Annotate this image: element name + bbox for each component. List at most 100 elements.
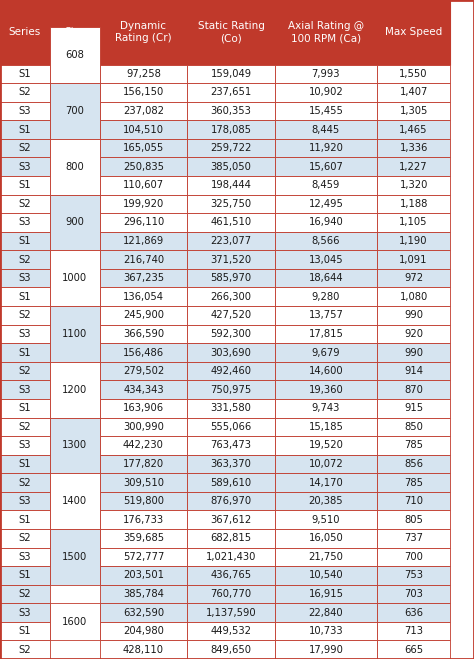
Text: 914: 914	[404, 366, 423, 376]
Text: 572,777: 572,777	[123, 552, 164, 562]
Text: 1,080: 1,080	[400, 292, 428, 302]
Text: 21,750: 21,750	[309, 552, 343, 562]
Text: 1,320: 1,320	[400, 181, 428, 190]
Text: 17,815: 17,815	[309, 329, 343, 339]
Text: 492,460: 492,460	[210, 366, 252, 376]
Bar	[377, 510, 450, 529]
Bar	[0, 176, 50, 194]
Bar	[100, 492, 187, 510]
Bar	[275, 250, 377, 269]
Text: 442,230: 442,230	[123, 440, 164, 450]
Text: S2: S2	[18, 422, 31, 432]
Text: Max Speed: Max Speed	[385, 27, 442, 38]
Text: S1: S1	[18, 571, 31, 581]
Text: S3: S3	[18, 608, 31, 617]
Bar	[100, 455, 187, 473]
Text: 1500: 1500	[62, 552, 87, 562]
Bar	[275, 65, 377, 83]
Text: 750,975: 750,975	[210, 385, 252, 395]
Bar	[187, 158, 275, 176]
Bar	[187, 65, 275, 83]
Text: 97,258: 97,258	[126, 69, 161, 79]
Bar	[187, 306, 275, 325]
Text: S2: S2	[18, 589, 31, 599]
Bar	[275, 158, 377, 176]
Bar	[100, 101, 187, 121]
Text: 850: 850	[404, 422, 423, 432]
Bar	[100, 566, 187, 585]
Bar	[0, 158, 50, 176]
Bar	[50, 603, 100, 641]
Bar	[0, 548, 50, 566]
Text: S2: S2	[18, 143, 31, 153]
Bar	[187, 548, 275, 566]
Bar	[275, 492, 377, 510]
Text: 16,940: 16,940	[309, 217, 343, 227]
Text: 22,840: 22,840	[309, 608, 343, 617]
Text: 385,784: 385,784	[123, 589, 164, 599]
Bar	[100, 399, 187, 418]
Bar	[377, 121, 450, 139]
Text: 163,906: 163,906	[123, 403, 164, 413]
Text: 519,800: 519,800	[123, 496, 164, 506]
Bar	[50, 529, 100, 585]
Bar	[0, 585, 50, 603]
Bar	[0, 121, 50, 139]
Bar	[187, 436, 275, 455]
Bar	[100, 380, 187, 399]
Text: 259,722: 259,722	[210, 143, 252, 153]
Text: 367,235: 367,235	[123, 273, 164, 283]
Bar	[50, 250, 100, 306]
Bar	[0, 194, 50, 214]
Bar	[377, 101, 450, 121]
Text: 800: 800	[65, 161, 84, 172]
Text: 427,520: 427,520	[210, 310, 252, 320]
Text: 1,227: 1,227	[399, 161, 428, 172]
Bar	[100, 436, 187, 455]
Text: 8,445: 8,445	[312, 125, 340, 134]
Text: 17,990: 17,990	[309, 645, 343, 654]
Text: 9,280: 9,280	[312, 292, 340, 302]
Bar	[275, 213, 377, 232]
Bar	[377, 269, 450, 287]
Text: 1200: 1200	[62, 385, 87, 395]
Bar	[0, 399, 50, 418]
Bar	[187, 603, 275, 622]
Bar	[275, 194, 377, 214]
Text: S2: S2	[18, 366, 31, 376]
Text: 1,336: 1,336	[400, 143, 428, 153]
Text: 589,610: 589,610	[210, 478, 252, 488]
Text: 16,050: 16,050	[309, 533, 343, 543]
Text: 237,082: 237,082	[123, 106, 164, 116]
Text: 296,110: 296,110	[123, 217, 164, 227]
Text: 19,520: 19,520	[309, 440, 343, 450]
Text: S2: S2	[18, 645, 31, 654]
Text: 1,190: 1,190	[399, 236, 428, 246]
Bar	[187, 139, 275, 158]
Bar	[0, 101, 50, 121]
Bar	[377, 641, 450, 659]
Text: S3: S3	[18, 273, 31, 283]
Bar	[275, 399, 377, 418]
Text: 763,473: 763,473	[210, 440, 252, 450]
Text: 178,085: 178,085	[210, 125, 252, 134]
Bar	[50, 0, 100, 65]
Bar	[275, 287, 377, 306]
Bar	[275, 306, 377, 325]
Text: S2: S2	[18, 478, 31, 488]
Text: S1: S1	[18, 459, 31, 469]
Bar	[100, 232, 187, 250]
Bar	[377, 566, 450, 585]
Bar	[187, 121, 275, 139]
Text: Series: Series	[9, 27, 41, 38]
Bar	[275, 585, 377, 603]
Text: 19,360: 19,360	[309, 385, 343, 395]
Text: 367,612: 367,612	[210, 515, 252, 525]
Bar	[275, 139, 377, 158]
Text: 237,651: 237,651	[210, 88, 252, 98]
Bar	[187, 83, 275, 101]
Bar	[0, 325, 50, 343]
Text: 1400: 1400	[62, 496, 87, 506]
Bar	[187, 269, 275, 287]
Bar	[0, 380, 50, 399]
